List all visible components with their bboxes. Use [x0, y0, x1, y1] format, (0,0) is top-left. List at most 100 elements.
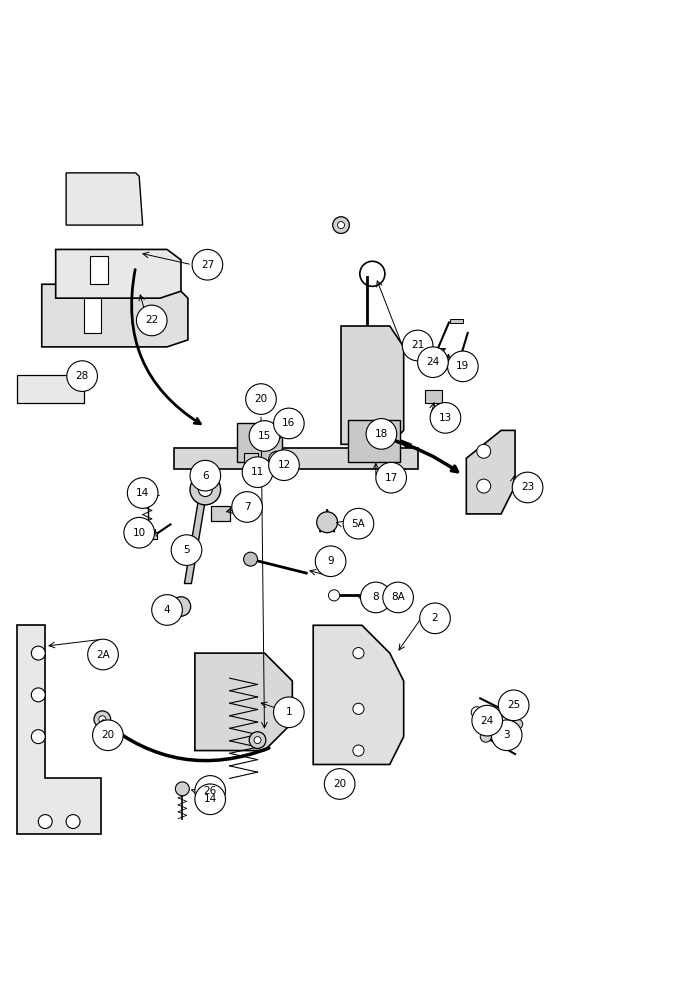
- Circle shape: [430, 403, 461, 433]
- Circle shape: [124, 517, 155, 548]
- Circle shape: [94, 711, 111, 728]
- Polygon shape: [184, 500, 205, 584]
- Circle shape: [274, 408, 304, 439]
- Polygon shape: [90, 256, 108, 284]
- Circle shape: [232, 492, 262, 522]
- Circle shape: [136, 305, 167, 336]
- Polygon shape: [174, 448, 418, 469]
- Text: 15: 15: [258, 431, 271, 441]
- Circle shape: [195, 776, 226, 806]
- Circle shape: [242, 457, 273, 487]
- Circle shape: [31, 646, 45, 660]
- Circle shape: [171, 535, 202, 565]
- Circle shape: [88, 639, 118, 670]
- Text: 1: 1: [285, 707, 292, 717]
- Text: 20: 20: [333, 779, 346, 789]
- Text: 20: 20: [102, 730, 114, 740]
- Circle shape: [31, 730, 45, 744]
- Circle shape: [269, 450, 299, 481]
- Circle shape: [67, 361, 97, 391]
- Text: 16: 16: [282, 418, 296, 428]
- Circle shape: [99, 716, 106, 723]
- Circle shape: [38, 815, 52, 829]
- Circle shape: [152, 595, 182, 625]
- Circle shape: [402, 330, 433, 361]
- Circle shape: [198, 483, 212, 497]
- Text: 12: 12: [277, 460, 291, 470]
- Circle shape: [420, 603, 450, 634]
- Text: 17: 17: [384, 473, 398, 483]
- Bar: [211, 506, 230, 521]
- Text: 4: 4: [164, 605, 171, 615]
- Bar: [152, 532, 157, 539]
- Text: 9: 9: [327, 556, 334, 566]
- Circle shape: [343, 508, 374, 539]
- Circle shape: [361, 582, 391, 613]
- Text: 6: 6: [202, 471, 209, 481]
- Circle shape: [127, 478, 158, 508]
- Text: 27: 27: [200, 260, 214, 270]
- Polygon shape: [313, 625, 404, 764]
- Text: 22: 22: [145, 315, 159, 325]
- Polygon shape: [66, 173, 143, 225]
- Bar: [244, 453, 258, 467]
- Text: 8: 8: [372, 592, 379, 602]
- Text: 11: 11: [251, 467, 264, 477]
- Circle shape: [244, 552, 258, 566]
- Circle shape: [190, 474, 221, 505]
- Circle shape: [477, 444, 491, 458]
- Circle shape: [505, 709, 514, 719]
- Text: 20: 20: [255, 394, 267, 404]
- Circle shape: [498, 690, 529, 721]
- Bar: [450, 319, 463, 323]
- Text: 21: 21: [411, 340, 425, 350]
- Circle shape: [353, 745, 364, 756]
- Circle shape: [93, 720, 123, 751]
- Circle shape: [195, 784, 226, 815]
- Circle shape: [274, 697, 304, 728]
- Text: 2A: 2A: [96, 650, 110, 660]
- Circle shape: [317, 512, 338, 533]
- Text: 19: 19: [456, 361, 470, 371]
- Bar: [425, 390, 442, 403]
- Polygon shape: [17, 625, 101, 834]
- Circle shape: [353, 703, 364, 714]
- Circle shape: [246, 384, 276, 414]
- Polygon shape: [56, 249, 181, 298]
- Polygon shape: [466, 430, 515, 514]
- Text: 24: 24: [426, 357, 440, 367]
- Polygon shape: [42, 284, 188, 347]
- Circle shape: [329, 590, 340, 601]
- Bar: [17, 375, 84, 403]
- Polygon shape: [195, 653, 292, 751]
- Text: 2: 2: [432, 613, 438, 623]
- Circle shape: [175, 782, 189, 796]
- Circle shape: [353, 648, 364, 659]
- Circle shape: [480, 731, 491, 742]
- Circle shape: [254, 737, 261, 744]
- Circle shape: [333, 217, 349, 233]
- Circle shape: [418, 347, 448, 378]
- Bar: [237, 423, 282, 462]
- Circle shape: [448, 351, 478, 382]
- Circle shape: [512, 472, 543, 503]
- Text: 7: 7: [244, 502, 251, 512]
- Circle shape: [269, 451, 285, 468]
- Text: 24: 24: [480, 716, 494, 726]
- Text: 8A: 8A: [391, 592, 405, 602]
- Text: 13: 13: [438, 413, 452, 423]
- Text: 5: 5: [183, 545, 190, 555]
- Circle shape: [376, 462, 406, 493]
- Polygon shape: [84, 298, 101, 333]
- Circle shape: [477, 479, 491, 493]
- Polygon shape: [341, 326, 404, 444]
- Text: 28: 28: [75, 371, 89, 381]
- Text: 25: 25: [507, 700, 521, 710]
- Circle shape: [472, 705, 503, 736]
- Circle shape: [513, 719, 523, 729]
- Circle shape: [324, 769, 355, 799]
- Circle shape: [315, 546, 346, 577]
- Circle shape: [383, 582, 413, 613]
- Circle shape: [471, 707, 482, 718]
- Text: 5A: 5A: [351, 519, 365, 529]
